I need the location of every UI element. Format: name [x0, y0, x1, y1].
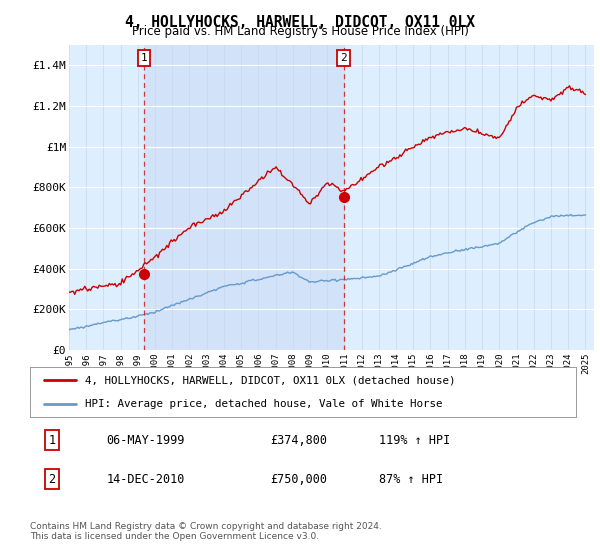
Text: 1: 1 — [140, 53, 147, 63]
Text: 2: 2 — [48, 473, 55, 486]
Text: 119% ↑ HPI: 119% ↑ HPI — [379, 433, 451, 446]
Text: 4, HOLLYHOCKS, HARWELL, DIDCOT, OX11 0LX: 4, HOLLYHOCKS, HARWELL, DIDCOT, OX11 0LX — [125, 15, 475, 30]
Text: Contains HM Land Registry data © Crown copyright and database right 2024.
This d: Contains HM Land Registry data © Crown c… — [30, 522, 382, 542]
Text: 4, HOLLYHOCKS, HARWELL, DIDCOT, OX11 0LX (detached house): 4, HOLLYHOCKS, HARWELL, DIDCOT, OX11 0LX… — [85, 375, 455, 385]
Text: Price paid vs. HM Land Registry's House Price Index (HPI): Price paid vs. HM Land Registry's House … — [131, 25, 469, 38]
Text: £750,000: £750,000 — [270, 473, 327, 486]
Text: 1: 1 — [48, 433, 55, 446]
Text: 87% ↑ HPI: 87% ↑ HPI — [379, 473, 443, 486]
Text: 06-MAY-1999: 06-MAY-1999 — [106, 433, 185, 446]
Text: HPI: Average price, detached house, Vale of White Horse: HPI: Average price, detached house, Vale… — [85, 399, 442, 409]
Bar — [144, 45, 344, 350]
Text: 14-DEC-2010: 14-DEC-2010 — [106, 473, 185, 486]
Text: £374,800: £374,800 — [270, 433, 327, 446]
Text: 2: 2 — [340, 53, 347, 63]
